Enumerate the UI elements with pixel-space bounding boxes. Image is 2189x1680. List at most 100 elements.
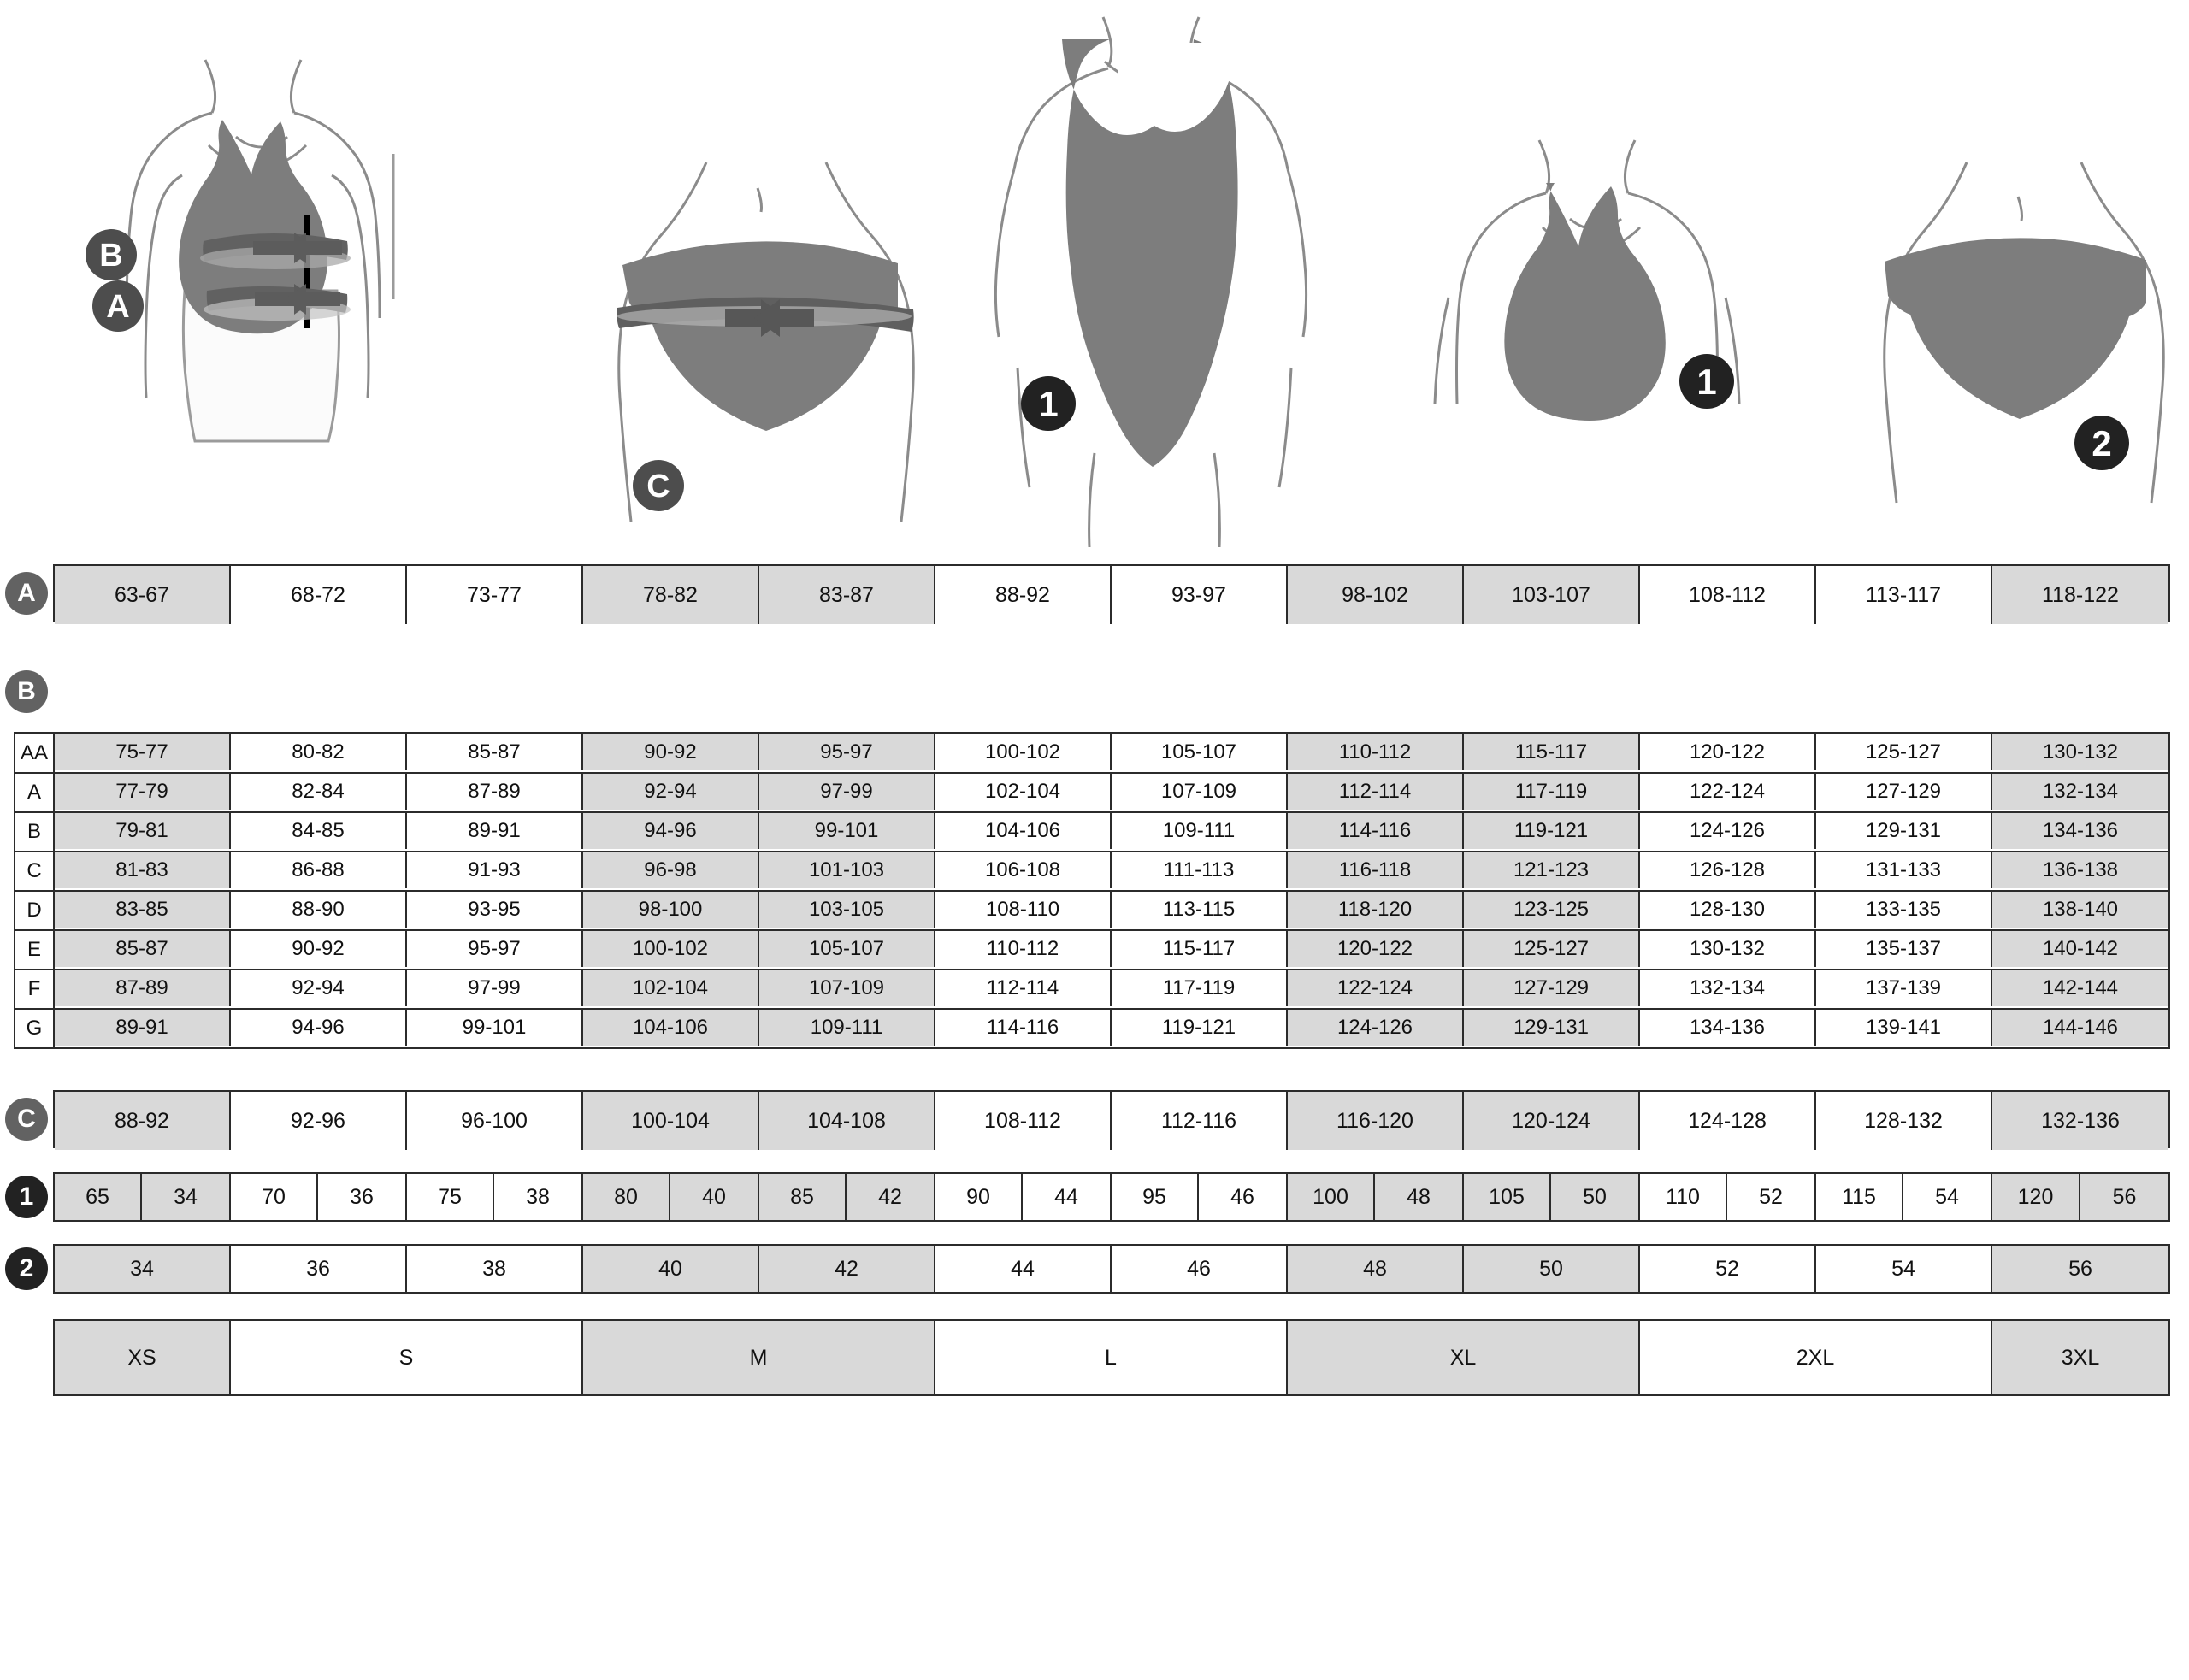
table-cell: 109-111 (759, 1010, 935, 1046)
table-cell: 86-88 (231, 852, 407, 888)
table-cell: 107-109 (1112, 774, 1288, 810)
table-cell: 38 (407, 1246, 583, 1292)
table-cell: 81-83 (55, 852, 231, 888)
table-cell: 50 (1464, 1246, 1640, 1292)
bra-size-eu: 80 (583, 1174, 670, 1220)
table-cell: 98-102 (1288, 566, 1464, 624)
bra-size-us: 48 (1375, 1174, 1462, 1220)
table-cell: 142-144 (1992, 970, 2168, 1006)
cup-label: E (15, 931, 55, 969)
table-row: D 83-85 88-90 93-95 98-100 103-105 108-110 113-… (15, 892, 2168, 931)
size-tables: A 63-67 68-72 73-77 78-82 83-87 88-92 93-97 98-… (0, 564, 2189, 1396)
table-cell: 87-89 (55, 970, 231, 1006)
table-cell: 99-101 (759, 813, 935, 849)
marker-b-icon: B (86, 229, 137, 280)
table-cell: 93-95 (407, 892, 583, 928)
bra-size-pair: 100 48 (1288, 1174, 1464, 1220)
bust-matrix-block: AA 75-77 80-82 85-87 90-92 95-97 100-102 105-10… (0, 732, 2189, 1049)
table-row: B 79-81 84-85 89-91 94-96 99-101 104-106 109-11… (15, 813, 2168, 852)
bra-size-pair: 70 36 (231, 1174, 407, 1220)
table-row: E 85-87 90-92 95-97 100-102 105-107 110-112 115… (15, 931, 2168, 970)
table-cell: 122-124 (1288, 970, 1464, 1006)
bra-size-pair: 105 50 (1464, 1174, 1640, 1220)
bra-size-eu: 90 (935, 1174, 1023, 1220)
letter-size-badge-spacer (0, 1319, 53, 1396)
table-cell: 113-115 (1112, 892, 1288, 928)
table-cell: 108-112 (935, 1092, 1112, 1150)
table-row: A 77-79 82-84 87-89 92-94 97-99 102-104 107-109… (15, 774, 2168, 813)
row-bust-badge: B (0, 667, 2189, 716)
table-cell: 126-128 (1640, 852, 1816, 888)
table-cell: 116-120 (1288, 1092, 1464, 1150)
svg-text:C: C (646, 469, 670, 504)
marker-c-icon: C (633, 460, 684, 511)
table-cell: 56 (1992, 1246, 2168, 1292)
table-cell: 94-96 (583, 813, 759, 849)
svg-text:1: 1 (1696, 362, 1716, 402)
table-cell: 108-110 (935, 892, 1112, 928)
table-cell: 100-102 (935, 734, 1112, 770)
table-cell: 95-97 (759, 734, 935, 770)
bust-underbust-figure: B A (77, 9, 436, 564)
table-cell: 105-107 (1112, 734, 1288, 770)
badge-b: B (5, 670, 48, 713)
bra-size-us: 44 (1023, 1174, 1110, 1220)
table-cell: 121-123 (1464, 852, 1640, 888)
svg-text:2: 2 (2092, 423, 2111, 463)
table-cell: 98-100 (583, 892, 759, 928)
table-cell: 94-96 (231, 1010, 407, 1046)
table-cell: 120-124 (1464, 1092, 1640, 1150)
badge-2-container: 2 (0, 1244, 53, 1294)
table-cell: 36 (231, 1246, 407, 1292)
table-cell: 110-112 (1288, 734, 1464, 770)
table-cell: 40 (583, 1246, 759, 1292)
svg-text:1: 1 (1038, 384, 1058, 424)
table-cell: 119-121 (1112, 1010, 1288, 1046)
table-cell: 130-132 (1992, 734, 2168, 770)
row-bra-size-cells: 65 34 70 36 75 38 80 40 85 42 90 44 95 46 100 48 105 50 11… (53, 1172, 2170, 1222)
table-cell: 75-77 (55, 734, 231, 770)
bra-size-eu: 95 (1112, 1174, 1199, 1220)
table-cell: 127-129 (1464, 970, 1640, 1006)
marker-a-icon: A (92, 280, 144, 332)
bra-size-pair: 110 52 (1640, 1174, 1816, 1220)
bra-size-eu: 75 (407, 1174, 494, 1220)
table-cell: 100-104 (583, 1092, 759, 1150)
table-cell: 125-127 (1464, 931, 1640, 967)
table-cell: 117-119 (1464, 774, 1640, 810)
bra-size-eu: 110 (1640, 1174, 1727, 1220)
bra-size-us: 40 (670, 1174, 758, 1220)
table-cell: 112-114 (935, 970, 1112, 1006)
table-cell: 125-127 (1816, 734, 1992, 770)
row-bra-size: 1 65 34 70 36 75 38 80 40 85 42 90 44 95 46 100 48 105 50… (0, 1172, 2189, 1222)
bra-size-pair: 90 44 (935, 1174, 1112, 1220)
table-cell: 63-67 (55, 566, 231, 624)
table-cell: 96-100 (407, 1092, 583, 1150)
bra-size-pair: 80 40 (583, 1174, 759, 1220)
table-cell: 112-116 (1112, 1092, 1288, 1150)
table-cell: 104-106 (583, 1010, 759, 1046)
table-cell: 140-142 (1992, 931, 2168, 967)
table-cell: 48 (1288, 1246, 1464, 1292)
table-cell: 95-97 (407, 931, 583, 967)
cup-label: AA (15, 734, 55, 772)
table-cell: 119-121 (1464, 813, 1640, 849)
table-cell: 118-120 (1288, 892, 1464, 928)
table-cell: 77-79 (55, 774, 231, 810)
bra-size-us: 46 (1199, 1174, 1286, 1220)
table-cell: 73-77 (407, 566, 583, 624)
bra-size-eu: 100 (1288, 1174, 1375, 1220)
marker-1-icon: 1 (1679, 354, 1734, 409)
letter-size-cell: 3XL (1992, 1321, 2168, 1394)
table-cell: 109-111 (1112, 813, 1288, 849)
bra-size-us: 36 (318, 1174, 405, 1220)
table-cell: 130-132 (1640, 931, 1816, 967)
badge-2: 2 (5, 1247, 48, 1290)
table-cell: 42 (759, 1246, 935, 1292)
table-cell: 122-124 (1640, 774, 1816, 810)
table-cell: 89-91 (407, 813, 583, 849)
bra-size-eu: 120 (1992, 1174, 2080, 1220)
bra-size-eu: 85 (759, 1174, 847, 1220)
row-underbust-cells: 63-67 68-72 73-77 78-82 83-87 88-92 93-97 98-10… (53, 564, 2170, 624)
table-cell: 34 (55, 1246, 231, 1292)
